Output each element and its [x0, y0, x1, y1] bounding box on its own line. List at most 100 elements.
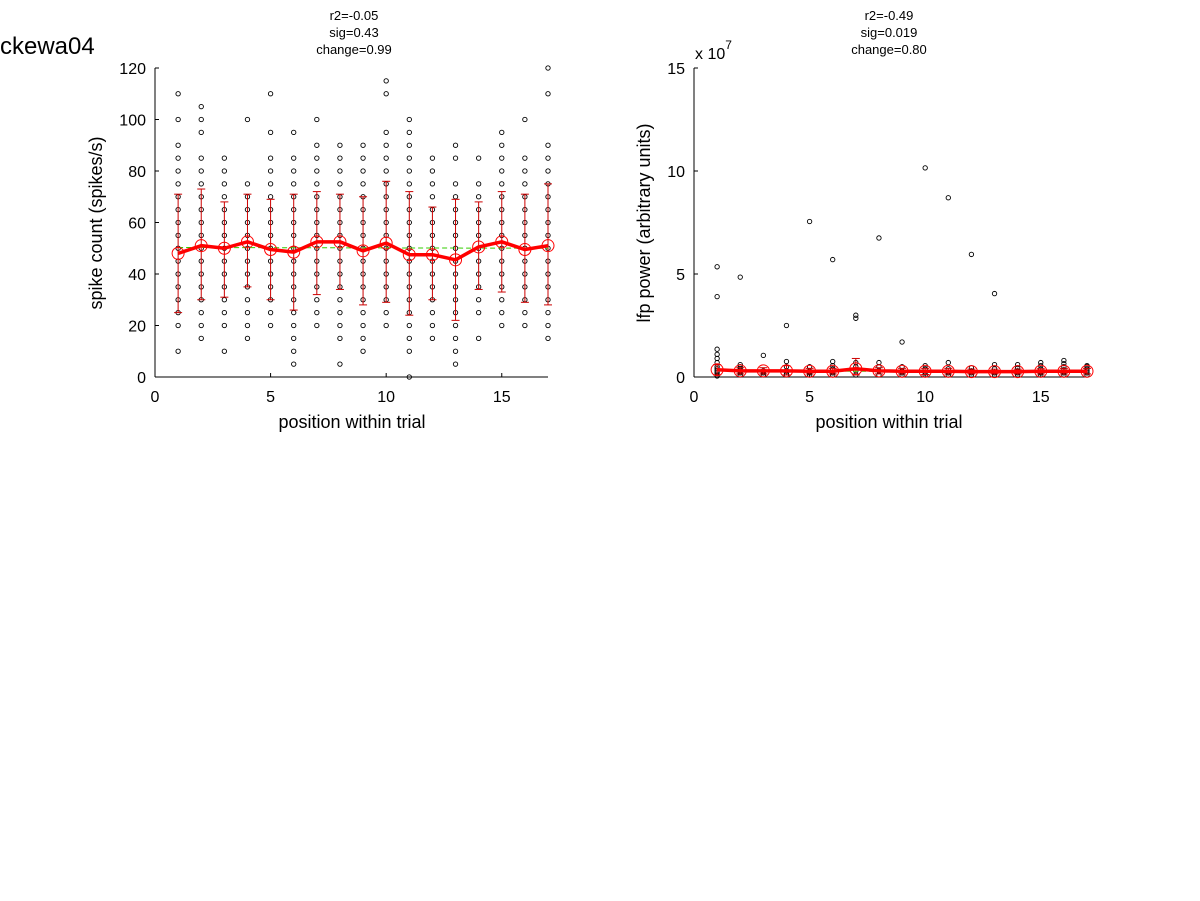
data-point [337, 168, 343, 174]
mean-marker [541, 239, 555, 253]
data-point [314, 116, 320, 123]
data-point [175, 322, 181, 329]
data-point [244, 309, 251, 316]
y-tick-label: 40 [128, 267, 146, 284]
data-point [314, 309, 320, 316]
spike-count-panel: r2=-0.05 sig=0.43 change=0.99 position w… [86, 8, 555, 432]
mean-marker [918, 364, 932, 378]
stat-r2: r2=-0.05 [330, 8, 379, 23]
data-point [314, 181, 320, 187]
data-point [291, 129, 297, 136]
data-point [876, 235, 882, 241]
data-point [360, 335, 366, 342]
data-point [406, 129, 412, 136]
data-point [853, 312, 859, 318]
mean-marker [240, 235, 254, 249]
data-point [383, 322, 389, 329]
data-point [244, 181, 251, 187]
data-point [221, 181, 228, 187]
mean-marker [402, 248, 416, 262]
data-point [267, 155, 274, 161]
data-point [968, 251, 975, 258]
data-point [314, 168, 320, 174]
y-tick-label: 120 [119, 61, 146, 78]
data-point [853, 315, 859, 321]
data-point [406, 322, 412, 329]
data-point [221, 348, 228, 354]
data-point [945, 195, 951, 201]
data-point [221, 309, 228, 316]
data-point [291, 309, 297, 316]
data-point [221, 155, 228, 161]
data-point [499, 155, 505, 161]
data-point [360, 322, 366, 329]
data-point [267, 322, 274, 329]
data-point [452, 335, 459, 342]
mean-marker [518, 243, 532, 257]
data-point [945, 359, 951, 366]
stat-r2: r2=-0.49 [865, 8, 914, 23]
data-point [221, 322, 228, 329]
data-point [314, 155, 320, 161]
data-point [545, 322, 551, 329]
data-point [714, 351, 720, 357]
data-point [244, 322, 251, 329]
stat-change: change=0.99 [316, 42, 392, 57]
data-point [545, 142, 551, 148]
mean-marker [895, 364, 909, 378]
data-point [383, 142, 389, 148]
data-point [1061, 360, 1067, 367]
data-point [429, 322, 436, 329]
mean-marker [733, 364, 747, 378]
data-point [830, 256, 836, 263]
data-point [198, 116, 204, 123]
data-point [198, 103, 204, 110]
stat-sig: sig=0.43 [329, 25, 379, 40]
data-point [198, 309, 204, 316]
y-axis-label: spike count (spikes/s) [86, 136, 106, 309]
mean-marker [287, 245, 301, 259]
data-point [383, 168, 389, 174]
mean-marker [779, 364, 793, 378]
data-point [406, 181, 412, 187]
mean-marker [988, 365, 1002, 379]
data-point [475, 335, 482, 342]
data-point [406, 348, 412, 354]
data-point [545, 168, 551, 174]
mean-marker [171, 246, 185, 260]
mean-marker [964, 365, 978, 379]
data-point [267, 168, 274, 174]
y-tick-label: 5 [676, 267, 685, 284]
data-point [291, 322, 297, 329]
data-point [991, 361, 998, 368]
data-point [499, 297, 505, 303]
data-point [198, 129, 204, 136]
mean-marker [756, 364, 770, 378]
data-point [545, 155, 551, 161]
data-point [244, 297, 251, 303]
figure-title: ckewa04 [0, 33, 95, 60]
y-axis-label: lfp power (arbitrary units) [634, 123, 654, 322]
data-point [545, 65, 551, 71]
data-point [1014, 361, 1021, 368]
data-point [198, 335, 204, 342]
data-point [360, 348, 366, 354]
data-point [406, 155, 412, 161]
data-point [475, 297, 482, 303]
data-point [475, 155, 482, 161]
data-point [475, 194, 482, 200]
mean-marker [379, 236, 393, 250]
x-tick-label: 10 [916, 389, 934, 406]
mean-marker [872, 364, 886, 378]
data-point [291, 181, 297, 187]
data-point [545, 309, 551, 316]
data-point [360, 168, 366, 174]
data-point [522, 116, 528, 123]
mean-marker [495, 235, 509, 249]
data-point [221, 297, 228, 303]
data-point [337, 142, 343, 148]
mean-marker [941, 364, 955, 378]
data-point [175, 348, 181, 354]
data-point [452, 348, 459, 354]
y-tick-label: 10 [667, 164, 685, 181]
